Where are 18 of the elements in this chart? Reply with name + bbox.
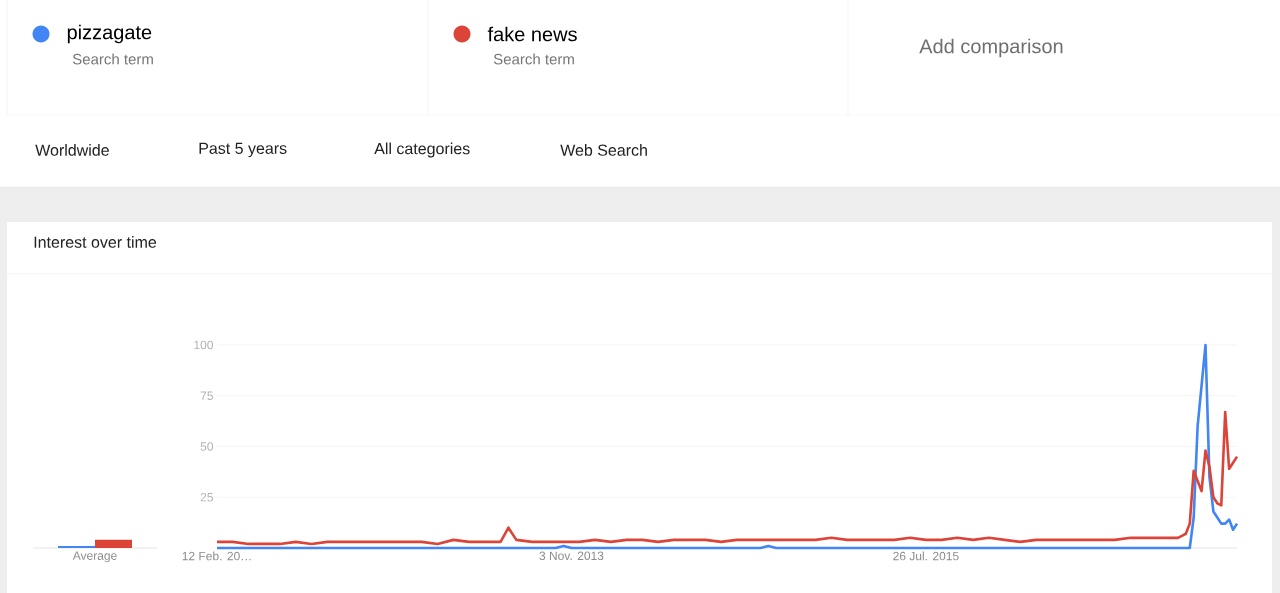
x-tick-label: 3 Nov. 2013	[539, 551, 604, 561]
text: Worldwide	[35, 144, 109, 156]
text: Past 5 years	[199, 142, 287, 158]
text: Add comparison	[919, 38, 1063, 58]
y-tick-label: 50	[200, 442, 214, 451]
y-tick-label: 75	[200, 391, 213, 400]
text: Search term	[493, 53, 574, 65]
x-tick-label: 26 Jul. 2015	[893, 551, 959, 561]
x-tick-label: 12 Feb. 20…	[182, 551, 251, 561]
legend-label: fake news	[487, 26, 577, 42]
y-tick-label: 25	[200, 492, 213, 502]
y-tick-label: 100	[194, 340, 214, 350]
text: Web Search	[560, 144, 647, 156]
legend-label: pizzagate	[67, 24, 152, 44]
text: Search term	[72, 53, 153, 65]
x-tick-label: Average	[72, 551, 117, 563]
chart-title: Interest over time	[34, 236, 157, 248]
text: All categories	[374, 142, 470, 158]
